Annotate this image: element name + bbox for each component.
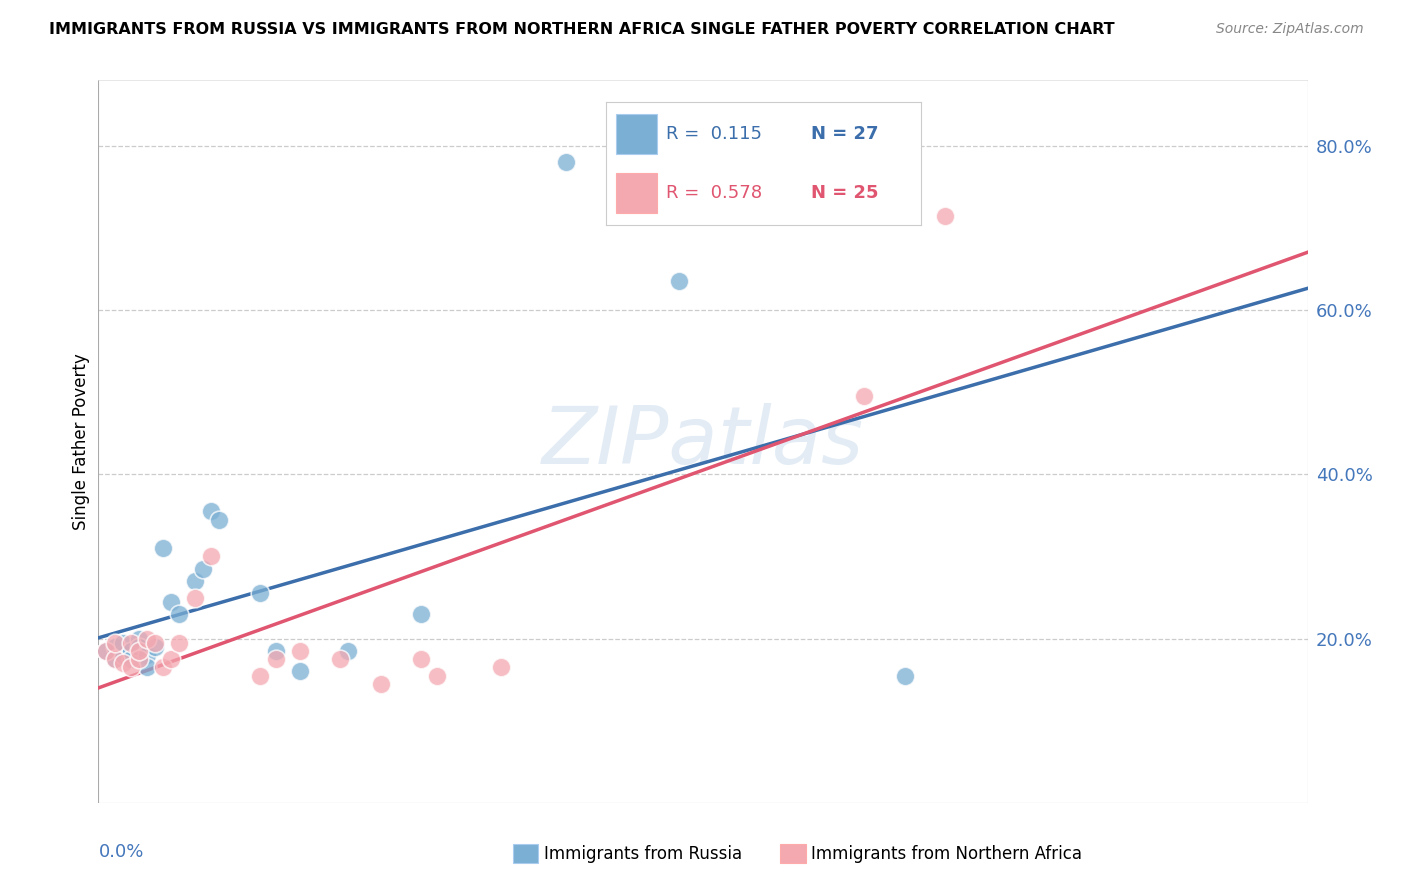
Point	[370, 677, 392, 691]
Point	[426, 668, 449, 682]
Point	[103, 640, 125, 654]
Point	[128, 632, 150, 646]
Point	[96, 644, 118, 658]
Y-axis label: Single Father Poverty: Single Father Poverty	[72, 353, 90, 530]
Text: Immigrants from Northern Africa: Immigrants from Northern Africa	[811, 845, 1083, 863]
Point	[111, 648, 134, 662]
Point	[160, 652, 183, 666]
Point	[120, 644, 142, 658]
Point	[103, 636, 125, 650]
Text: 0.0%: 0.0%	[98, 843, 143, 861]
Point	[103, 652, 125, 666]
Point	[934, 209, 956, 223]
Point	[288, 644, 311, 658]
Point	[160, 594, 183, 608]
Point	[111, 657, 134, 671]
Point	[409, 652, 432, 666]
Point	[128, 640, 150, 654]
Point	[152, 541, 174, 556]
Point	[668, 275, 690, 289]
Point	[128, 644, 150, 658]
Point	[200, 504, 222, 518]
Point	[409, 607, 432, 621]
Text: Source: ZipAtlas.com: Source: ZipAtlas.com	[1216, 22, 1364, 37]
Point	[167, 636, 190, 650]
Point	[167, 607, 190, 621]
Point	[143, 636, 166, 650]
Point	[329, 652, 352, 666]
Point	[264, 644, 287, 658]
Point	[337, 644, 360, 658]
Point	[184, 591, 207, 605]
Point	[288, 665, 311, 679]
Point	[184, 574, 207, 588]
Point	[111, 636, 134, 650]
Point	[152, 660, 174, 674]
Point	[555, 155, 578, 169]
Point	[135, 648, 157, 662]
Point	[249, 586, 271, 600]
Point	[491, 660, 513, 674]
Point	[264, 652, 287, 666]
Point	[135, 660, 157, 674]
Point	[208, 512, 231, 526]
Point	[96, 644, 118, 658]
Point	[143, 640, 166, 654]
Text: Immigrants from Russia: Immigrants from Russia	[544, 845, 742, 863]
Text: IMMIGRANTS FROM RUSSIA VS IMMIGRANTS FROM NORTHERN AFRICA SINGLE FATHER POVERTY : IMMIGRANTS FROM RUSSIA VS IMMIGRANTS FRO…	[49, 22, 1115, 37]
Point	[249, 668, 271, 682]
Text: ZIPatlas: ZIPatlas	[541, 402, 865, 481]
Point	[893, 668, 915, 682]
Point	[200, 549, 222, 564]
Point	[853, 389, 876, 403]
Point	[120, 660, 142, 674]
Point	[120, 636, 142, 650]
Point	[135, 632, 157, 646]
Point	[120, 652, 142, 666]
Point	[103, 652, 125, 666]
Point	[128, 652, 150, 666]
Point	[193, 562, 215, 576]
